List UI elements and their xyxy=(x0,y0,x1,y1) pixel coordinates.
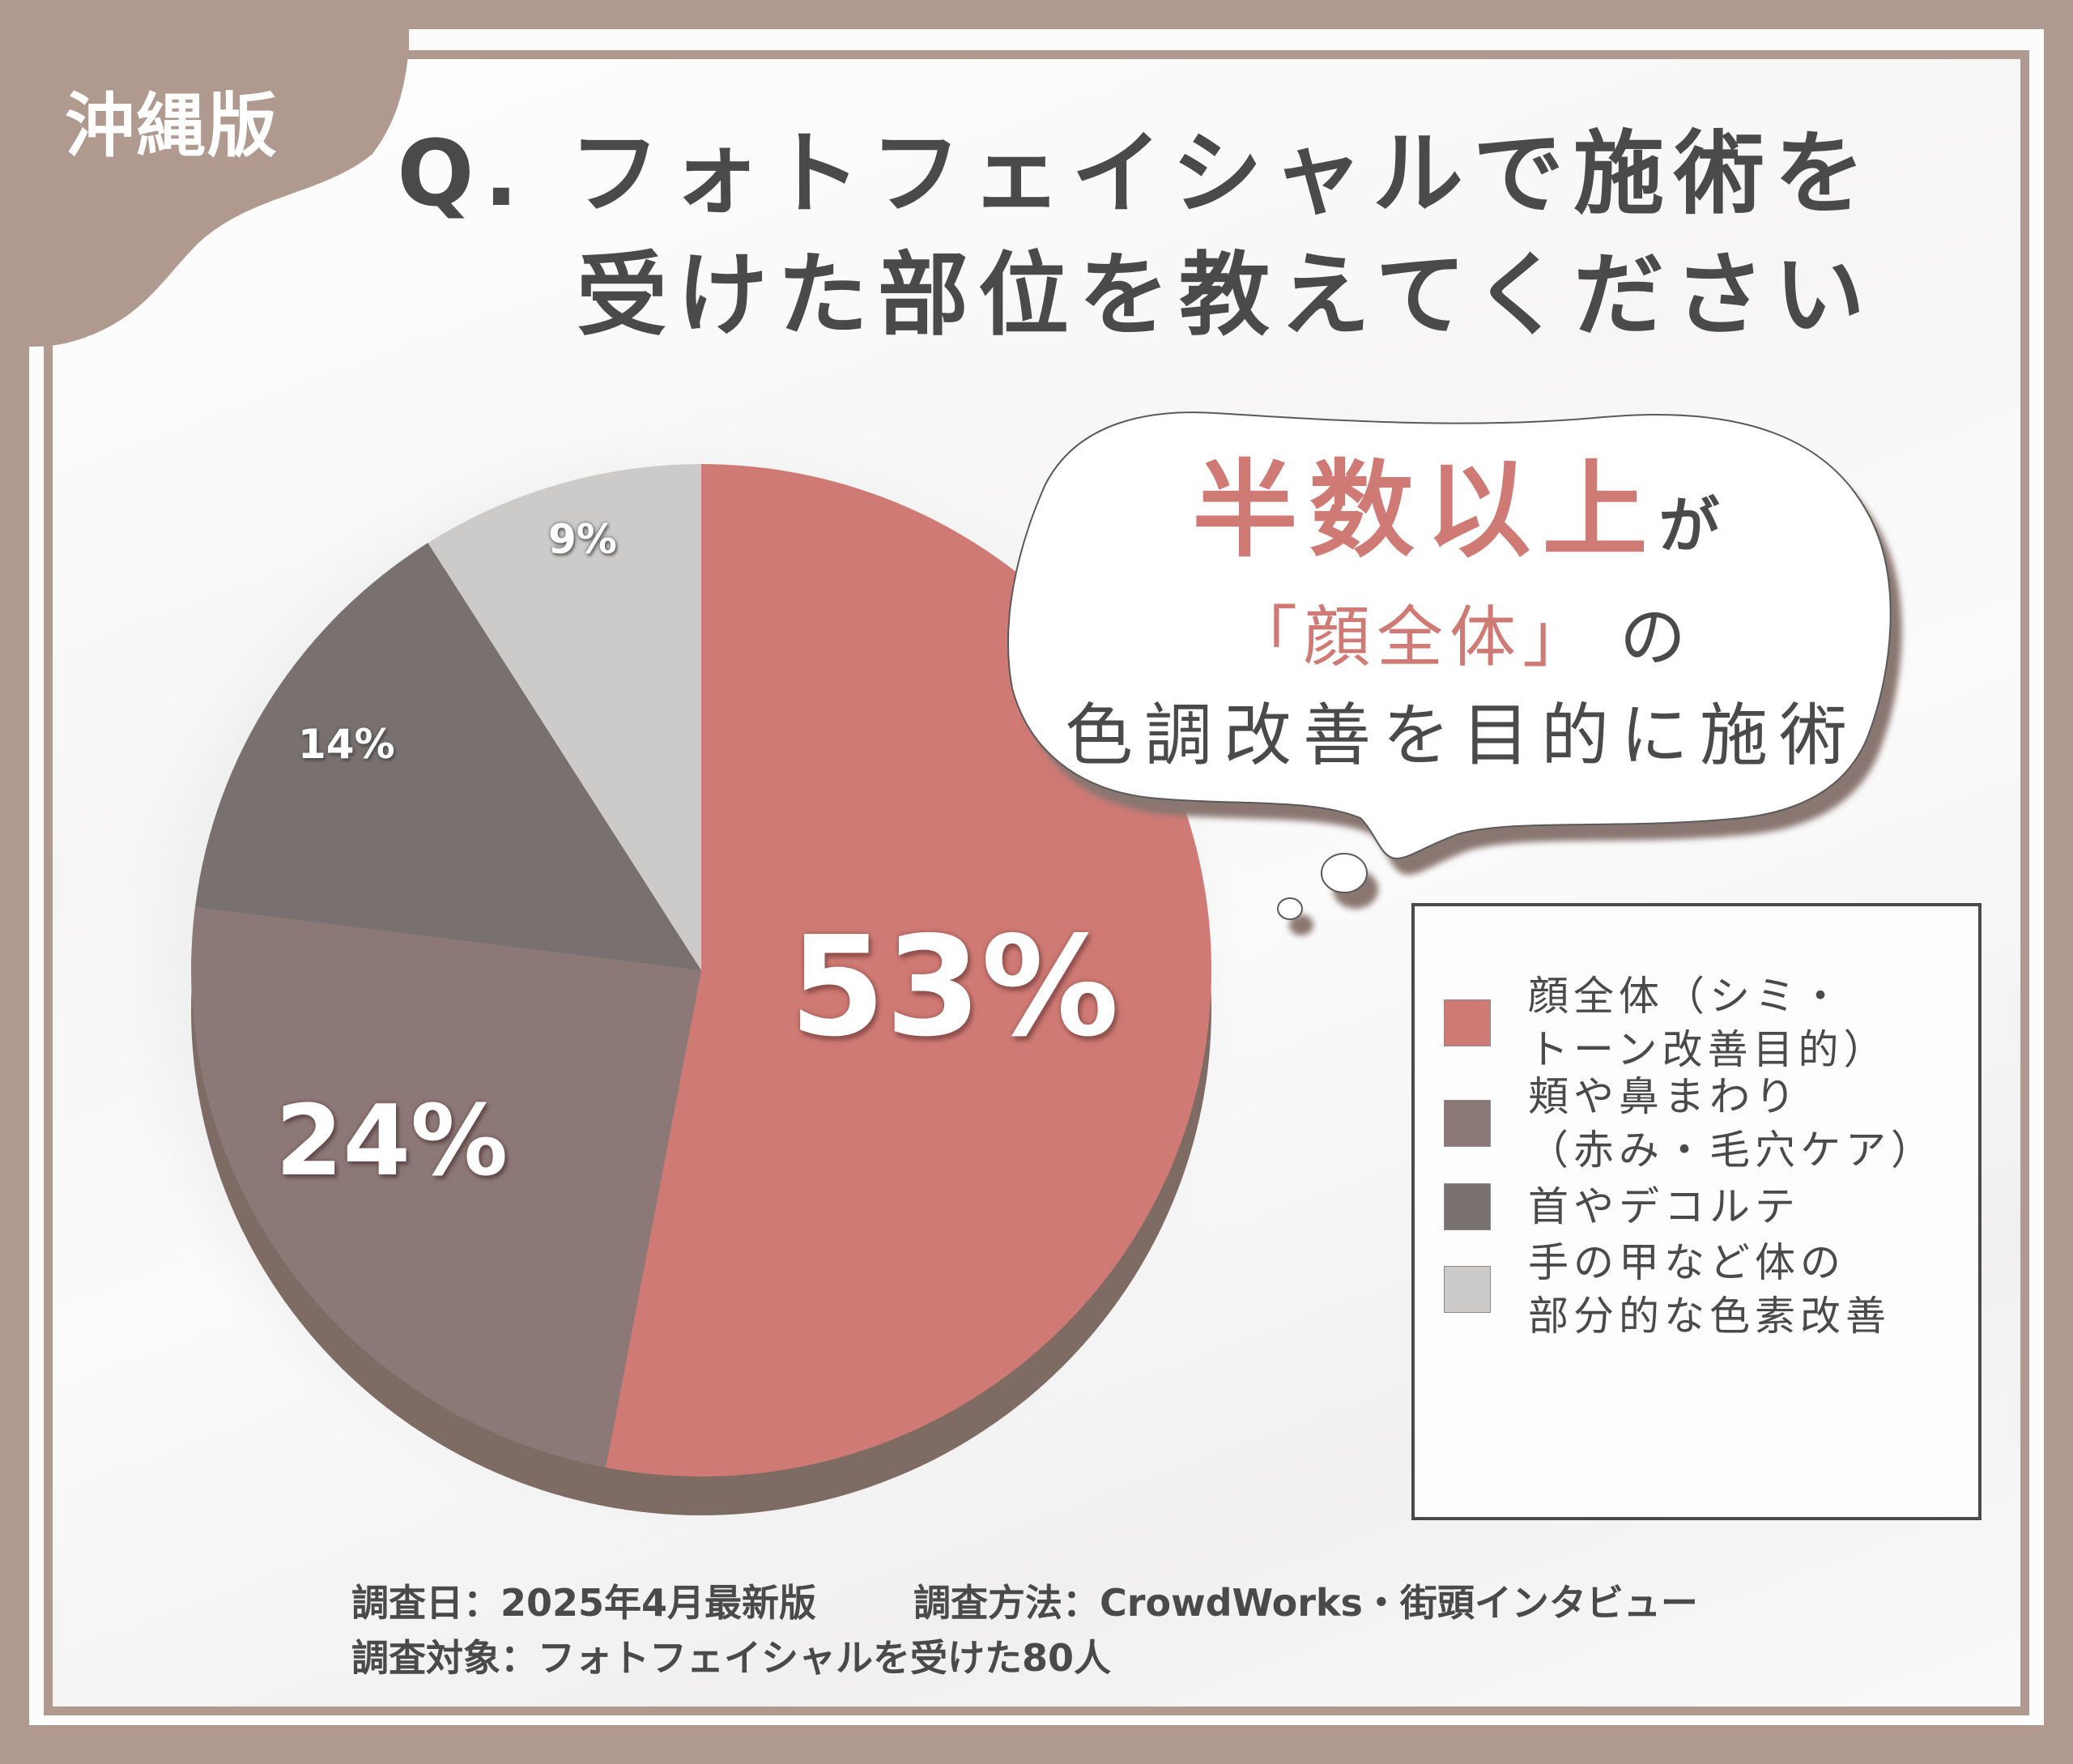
bubble-dot-small xyxy=(1277,897,1303,920)
legend-item-cheek: 頬や鼻まわり （赤み・毛穴ケア） xyxy=(1444,1070,1936,1177)
legend-label-face: 顔全体（シミ・ トーン改善目的） xyxy=(1528,973,1889,1073)
slice-label-cheek: 24% xyxy=(275,1085,509,1198)
callout-text: 半数以上が 「顔全体」の 色調改善を目的に施術 xyxy=(1012,450,1911,784)
callout-highlight: 半数以上 xyxy=(1192,449,1659,572)
callout-line-3: 色調改善を目的に施術 xyxy=(1064,696,1858,775)
survey-method: 調査方法：CrowdWorks・街頭インタビュー xyxy=(913,1581,1698,1625)
survey-date: 調査日：2025年4月最新版 xyxy=(351,1581,817,1625)
title-line-1: Q. フォトフェイシャルで施術を xyxy=(397,121,1875,227)
legend-swatch-face xyxy=(1444,999,1491,1046)
pie-slice-neck xyxy=(194,543,701,970)
bubble-body xyxy=(1007,411,1892,860)
callout-particle-no: の xyxy=(1620,599,1693,676)
slice-label-body: 9% xyxy=(548,516,617,563)
legend-item-neck: 首やデコルテ xyxy=(1444,1180,1800,1234)
survey-target: 調査対象：フォトフェイシャルを受けた80人 xyxy=(351,1636,1112,1680)
legend-item-body: 手の甲など体の 部分的な色素改善 xyxy=(1444,1236,1891,1343)
slice-label-face: 53% xyxy=(790,907,1119,1067)
corner-wave-decoration xyxy=(0,0,409,348)
footer-line-1: 調査日：2025年4月最新版 調査方法：CrowdWorks・街頭インタビュー xyxy=(351,1575,1698,1630)
legend-label-cheek: 頬や鼻まわり （赤み・毛穴ケア） xyxy=(1528,1073,1936,1174)
slice-label-neck: 14% xyxy=(298,721,395,768)
pie-slice-body xyxy=(428,464,701,970)
callout-particle-ga: が xyxy=(1658,490,1731,561)
region-tag: 沖縄版 xyxy=(65,86,279,167)
bubble-dot-large xyxy=(1321,853,1368,893)
callout-line-1: 半数以上が xyxy=(1012,450,1911,586)
title-line-2: 受けた部位を教えてください xyxy=(576,243,1875,348)
pie-slice-cheek xyxy=(191,906,701,1468)
legend-swatch-body xyxy=(1444,1266,1491,1313)
legend-label-neck: 首やデコルテ xyxy=(1528,1183,1800,1230)
callout-quote: 「顔全体」 xyxy=(1230,599,1595,676)
legend-swatch-cheek xyxy=(1444,1100,1491,1147)
page-title: Q. フォトフェイシャルで施術を 受けた部位を教えてください xyxy=(397,113,1875,356)
legend-label-body: 手の甲など体の 部分的な色素改善 xyxy=(1528,1239,1891,1340)
legend-item-face: 顔全体（シミ・ トーン改善目的） xyxy=(1444,969,1889,1076)
chart-legend: 顔全体（シミ・ トーン改善目的） 頬や鼻まわり （赤み・毛穴ケア） 首やデコルテ… xyxy=(1411,903,1981,1520)
legend-swatch-neck xyxy=(1444,1183,1491,1230)
callout-line-2: 「顔全体」の xyxy=(1012,590,1911,687)
survey-footer: 調査日：2025年4月最新版 調査方法：CrowdWorks・街頭インタビュー 調… xyxy=(351,1575,1698,1685)
